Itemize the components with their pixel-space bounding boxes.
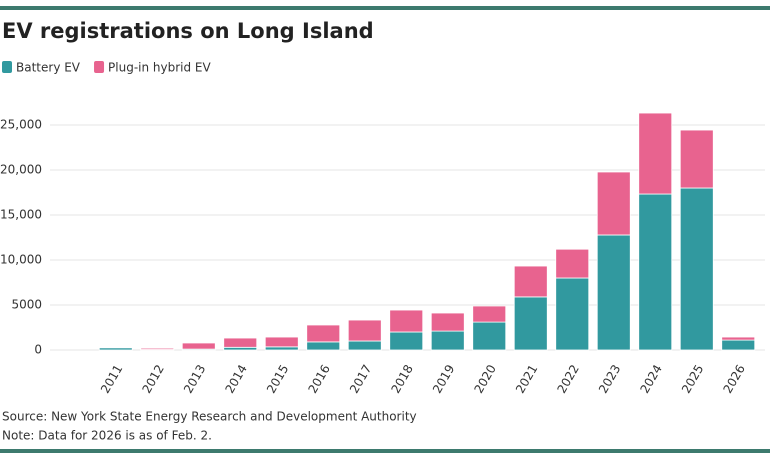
y-tick-label: 0: [34, 343, 42, 357]
bar-segment: [181, 342, 216, 350]
x-tick-label: 2011: [98, 362, 125, 395]
x-tick-label: 2012: [139, 362, 166, 395]
x-tick-label: 2019: [430, 362, 457, 395]
bar-segment: [555, 248, 590, 279]
top-rule: [0, 6, 770, 10]
x-tick-label: 2020: [471, 362, 498, 395]
bar-segment: [472, 305, 507, 323]
y-tick-label: 25,000: [0, 118, 42, 132]
bottom-rule: [0, 449, 770, 453]
date-note: Note: Data for 2026 is as of Feb. 2.: [2, 429, 212, 443]
bar-segment: [223, 346, 258, 351]
bar-segment: [638, 112, 673, 195]
bar-segment: [430, 330, 465, 351]
bar-segment: [223, 337, 258, 348]
x-tick-label: 2013: [181, 362, 208, 395]
bar-segment: [721, 336, 756, 341]
x-tick-label: 2026: [720, 362, 747, 395]
y-tick-label: 20,000: [0, 163, 42, 177]
bar-segment: [389, 331, 424, 351]
bar-segment: [264, 336, 299, 348]
bar-segment: [721, 339, 756, 351]
legend-label: Battery EV: [16, 61, 81, 75]
y-tick-label: 10,000: [0, 253, 42, 267]
bar-segment: [472, 321, 507, 351]
x-tick-label: 2024: [637, 362, 664, 395]
x-tick-label: 2025: [679, 362, 706, 395]
chart-title: EV registrations on Long Island: [2, 19, 374, 43]
x-tick-label: 2021: [513, 362, 540, 395]
bar-segment: [679, 187, 714, 351]
legend-label: Plug-in hybrid EV: [108, 61, 211, 75]
bar-segment: [596, 234, 631, 351]
x-tick-label: 2018: [388, 362, 415, 395]
bar-segment: [306, 341, 341, 351]
bar-segment: [264, 346, 299, 351]
bar-segment: [638, 193, 673, 351]
bar-segment: [347, 319, 382, 342]
x-tick-label: 2023: [596, 362, 623, 395]
source-note: Source: New York State Energy Research a…: [2, 410, 417, 424]
bar-segment: [306, 324, 341, 343]
bar-segment: [389, 309, 424, 333]
bar-segment: [555, 277, 590, 351]
x-tick-label: 2015: [264, 362, 291, 395]
bar-segment: [596, 171, 631, 236]
y-tick-label: 5000: [11, 298, 42, 312]
legend-swatch: [2, 61, 12, 73]
legend-swatch: [94, 61, 105, 73]
bar-segment: [513, 265, 548, 298]
bar-segment: [679, 129, 714, 189]
x-tick-label: 2014: [222, 362, 249, 395]
y-tick-label: 15,000: [0, 208, 42, 222]
x-tick-label: 2022: [554, 362, 581, 395]
bar-segment: [513, 296, 548, 351]
bar-segment: [347, 340, 382, 351]
x-tick-label: 2016: [305, 362, 332, 395]
bar-segment: [430, 312, 465, 332]
x-tick-label: 2017: [347, 362, 374, 395]
bar-segment: [140, 347, 175, 350]
